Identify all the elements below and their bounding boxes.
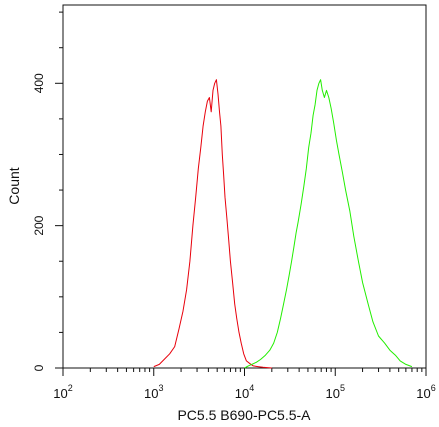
y-tick-label: 400 bbox=[32, 73, 46, 93]
series-layer bbox=[153, 79, 413, 369]
x-tick-label: 106 bbox=[416, 383, 435, 401]
plot-frame bbox=[62, 4, 427, 369]
y-tick-label: 0 bbox=[32, 364, 46, 371]
x-tick-base: 10 bbox=[326, 386, 340, 401]
x-tick-base: 10 bbox=[144, 386, 158, 401]
y-axis-ticks: 0 200 400 bbox=[32, 11, 63, 371]
x-tick-exponent: 4 bbox=[249, 383, 254, 393]
series-1-line bbox=[153, 79, 272, 369]
x-tick-label: 103 bbox=[144, 383, 163, 401]
y-tick-label: 200 bbox=[32, 215, 46, 235]
y-axis-label: Count bbox=[6, 167, 22, 204]
x-tick-exponent: 2 bbox=[68, 383, 73, 393]
x-axis-ticks: 102 103 104 105 106 bbox=[53, 368, 436, 401]
series-2-line bbox=[244, 79, 413, 369]
x-tick-base: 10 bbox=[235, 386, 249, 401]
x-tick-label: 102 bbox=[53, 383, 72, 401]
x-tick-exponent: 3 bbox=[158, 383, 163, 393]
x-tick-exponent: 6 bbox=[431, 383, 436, 393]
x-tick-exponent: 5 bbox=[340, 383, 345, 393]
x-tick-label: 105 bbox=[326, 383, 345, 401]
x-tick-base: 10 bbox=[53, 386, 67, 401]
x-tick-label: 104 bbox=[235, 383, 254, 401]
x-axis-label: PC5.5 B690-PC5.5-A bbox=[177, 407, 311, 423]
x-tick-base: 10 bbox=[416, 386, 430, 401]
